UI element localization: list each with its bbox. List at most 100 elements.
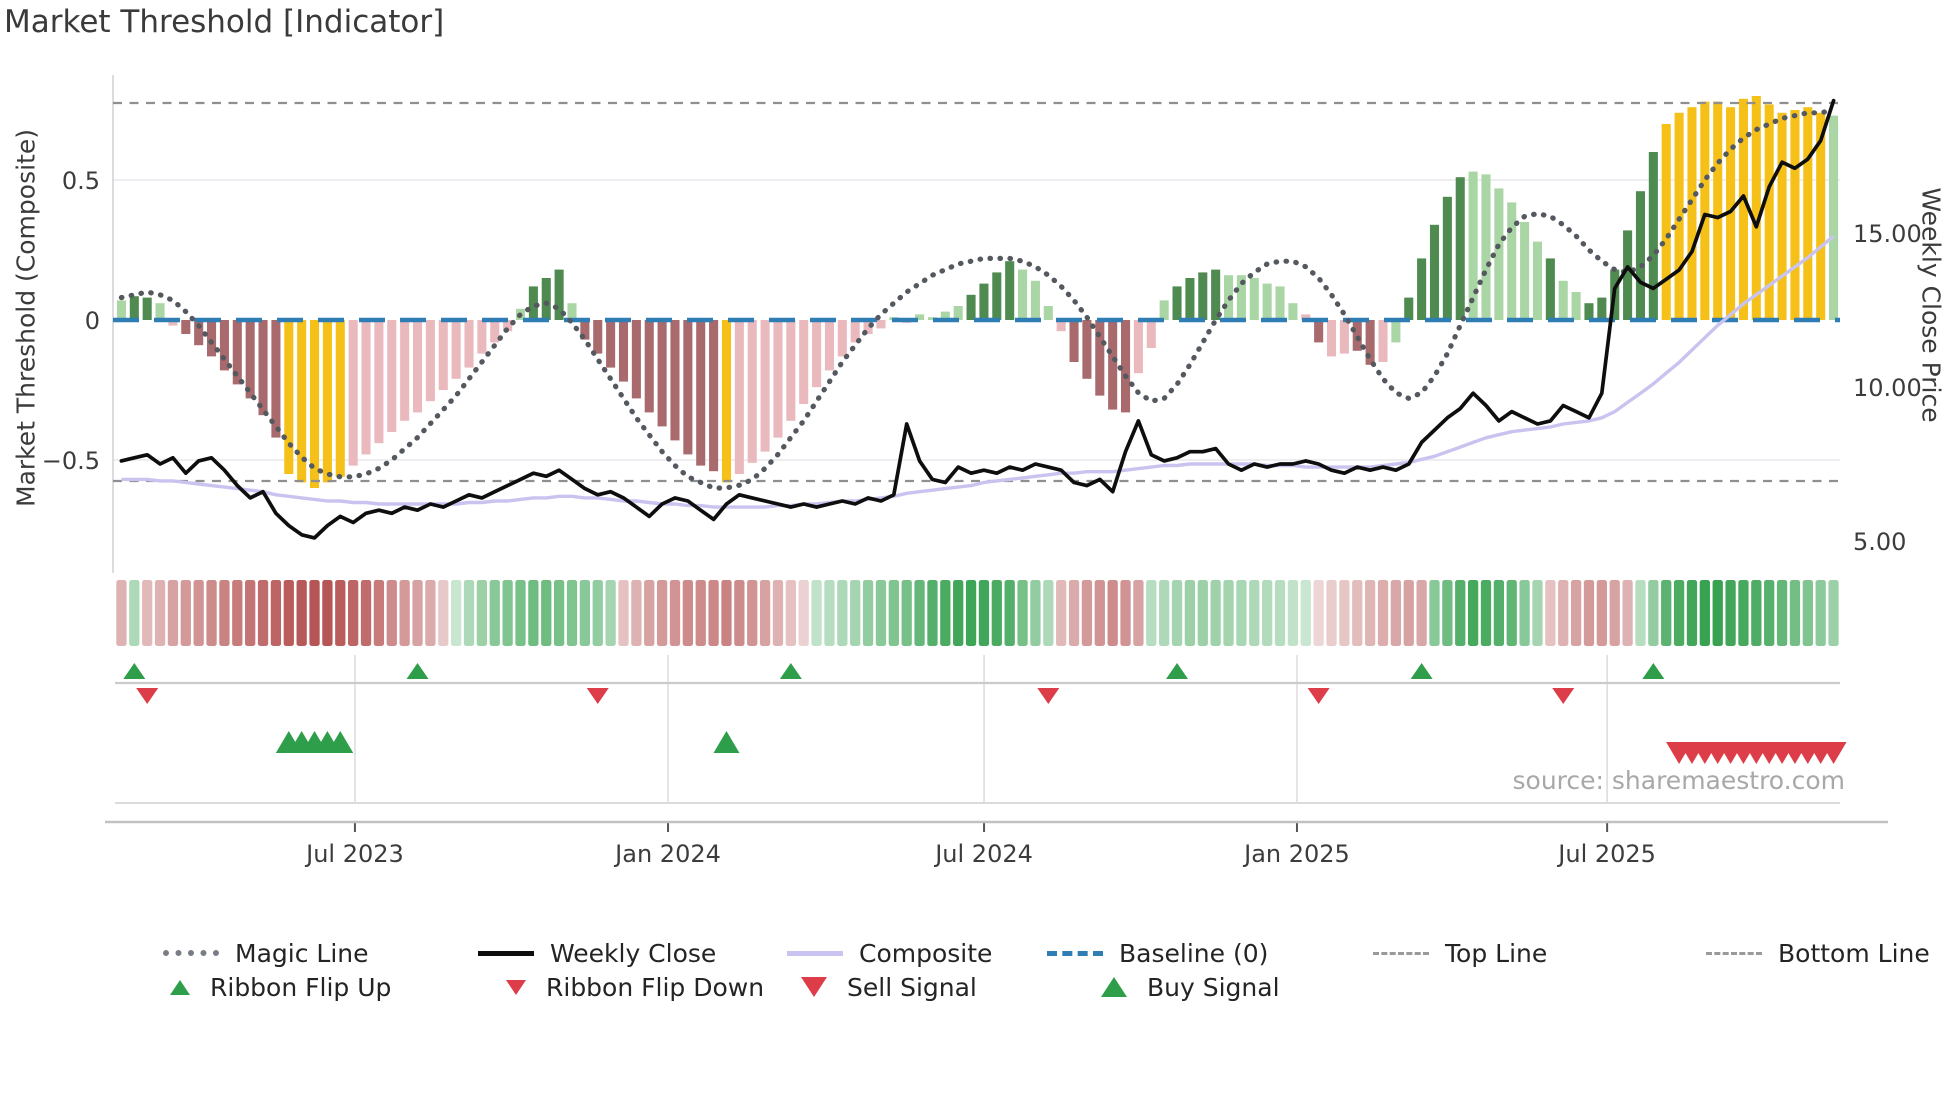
ribbon-cell xyxy=(1300,580,1311,646)
bottom-line-swatch-icon xyxy=(1706,951,1762,955)
threshold-bar xyxy=(322,320,332,483)
threshold-bar xyxy=(464,320,474,368)
composite-swatch-icon xyxy=(787,950,843,956)
threshold-bar xyxy=(1455,177,1465,320)
signal-markers xyxy=(123,663,1847,764)
ribbon-flip-down-marker xyxy=(586,688,609,704)
legend-item-baseline: Baseline (0) xyxy=(1047,938,1268,968)
ribbon-cell xyxy=(1455,580,1466,646)
weekly-close-swatch-icon xyxy=(478,950,534,956)
threshold-bar xyxy=(168,320,178,326)
threshold-bar xyxy=(812,320,822,388)
ribbon-cell xyxy=(1068,580,1080,646)
threshold-bar xyxy=(387,320,397,432)
threshold-bar xyxy=(760,320,770,452)
threshold-bar xyxy=(696,320,706,466)
ribbon-cell xyxy=(1390,580,1402,646)
threshold-bar xyxy=(1262,283,1272,320)
threshold-bar xyxy=(335,320,345,477)
ribbon-flip-up-marker xyxy=(406,663,429,679)
threshold-bar xyxy=(1236,275,1246,320)
legend-label: Bottom Line xyxy=(1778,938,1930,968)
threshold-bar xyxy=(1571,292,1581,320)
threshold-bar xyxy=(799,320,809,404)
threshold-bar xyxy=(709,320,719,472)
ribbon-cell xyxy=(940,580,951,646)
threshold-bar xyxy=(1777,112,1787,320)
threshold-bar xyxy=(1429,224,1440,320)
ribbon-cell xyxy=(1094,580,1105,646)
weekly-close-line xyxy=(119,98,1836,540)
ribbon-cell xyxy=(1120,580,1131,646)
magic-line-swatch-icon xyxy=(163,950,219,956)
threshold-bar xyxy=(1339,320,1349,354)
threshold-bar xyxy=(1275,286,1285,320)
right-tick-label: 10.00 xyxy=(1853,374,1922,402)
ribbon-cell xyxy=(1364,580,1376,646)
ribbon-flip-up-marker xyxy=(1410,663,1433,679)
ribbon-cell xyxy=(1661,580,1672,646)
ribbon-cell xyxy=(1197,580,1208,646)
threshold-bar xyxy=(1417,258,1427,320)
ribbon-cell xyxy=(824,580,835,646)
ribbon-cell xyxy=(167,580,179,646)
threshold-bar xyxy=(721,320,732,483)
top-line-swatch-icon xyxy=(1373,951,1429,955)
ribbon-flip-down-marker xyxy=(1037,688,1060,704)
ribbon-cell xyxy=(1133,580,1144,646)
threshold-bar xyxy=(593,320,603,354)
threshold-bar xyxy=(245,320,255,399)
baseline-swatch-icon xyxy=(1047,950,1103,956)
threshold-bar xyxy=(1584,303,1594,320)
ribbon-cell xyxy=(232,580,243,646)
ribbon-cell xyxy=(1596,580,1607,646)
composite-line-path xyxy=(121,234,1835,509)
legend-label: Magic Line xyxy=(235,938,369,968)
ribbon-cell xyxy=(1519,580,1530,646)
ribbon-cell xyxy=(1635,580,1646,646)
ribbon-cell xyxy=(759,580,771,646)
ribbon-cell xyxy=(991,580,1002,646)
ribbon-cell xyxy=(1558,580,1569,646)
ribbon-cell xyxy=(708,580,719,646)
page-title: Market Threshold [Indicator] xyxy=(4,4,445,40)
legend-item-sell-signal: Sell Signal xyxy=(801,972,977,1002)
ribbon-cell xyxy=(386,580,397,646)
ribbon-cell xyxy=(1326,580,1337,646)
threshold-bar xyxy=(1249,278,1259,320)
threshold-bar xyxy=(1713,101,1723,320)
x-tick-label: Jan 2025 xyxy=(1242,840,1350,868)
threshold-bar xyxy=(1185,278,1195,320)
buy-signal-marker xyxy=(713,731,740,753)
threshold-bar xyxy=(1018,269,1028,320)
ribbon-cell xyxy=(605,580,616,646)
ribbon-cell xyxy=(1789,580,1801,646)
ribbon-cell xyxy=(116,580,127,646)
ribbon-cell xyxy=(206,580,217,646)
threshold-bar xyxy=(541,278,551,320)
ribbon-flip-down-marker xyxy=(136,688,159,704)
ribbon-cell xyxy=(1339,580,1350,646)
threshold-bar xyxy=(1494,188,1504,320)
ribbon-cell xyxy=(1056,580,1067,646)
ribbon-cell xyxy=(322,580,333,646)
gridlines xyxy=(105,75,1888,832)
threshold-bar xyxy=(1751,96,1761,320)
ribbon-cell xyxy=(142,580,153,646)
legend-label: Sell Signal xyxy=(847,972,977,1002)
ribbon-cell xyxy=(811,580,822,646)
ribbon-cell xyxy=(1236,580,1247,646)
ribbon-cell xyxy=(1570,580,1582,646)
threshold-bar xyxy=(116,300,126,320)
ribbon-cell xyxy=(1159,580,1170,646)
ribbon-cell xyxy=(1506,580,1517,646)
ribbon-cell xyxy=(1184,580,1196,646)
ribbon-cell xyxy=(1699,580,1710,646)
top-bottom-lines xyxy=(113,101,1840,483)
ribbon-cell xyxy=(1403,580,1414,646)
momentum-ribbon xyxy=(116,580,1839,646)
ribbon-flip-up-marker xyxy=(1166,663,1189,679)
threshold-bar xyxy=(490,320,500,343)
ribbon-cell xyxy=(721,580,732,646)
